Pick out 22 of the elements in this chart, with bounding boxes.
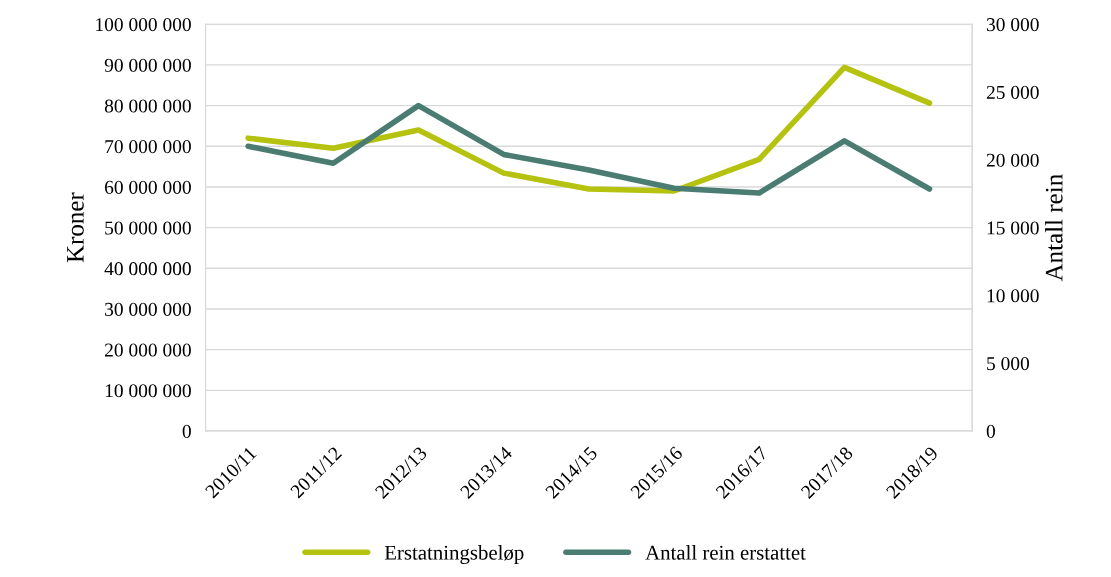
y2-tick-label: 0 <box>986 424 995 438</box>
y2-tick-label: 20 000 <box>986 153 1039 167</box>
legend-label: Erstatningsbeløp <box>384 545 524 565</box>
y-tick-label: 10 000 000 <box>105 384 191 398</box>
y-tick-label: 20 000 000 <box>105 343 191 357</box>
y-tick-label: 80 000 000 <box>104 99 191 113</box>
y-tick-label: 50 000 000 <box>105 221 191 235</box>
y-tick-label: 90 000 000 <box>104 58 191 72</box>
legend-label: Antall rein erstattet <box>645 545 806 560</box>
y2-tick-label: 15 000 <box>987 221 1039 235</box>
y-axis-title: Kroner <box>67 192 84 263</box>
y-tick-label: 100 000 000 <box>96 18 191 32</box>
y-tick-label: 30 000 000 <box>105 302 191 316</box>
y2-tick-label: 30 000 <box>986 18 1039 32</box>
y2-tick-label: 10 000 <box>987 289 1039 303</box>
y-tick-label: 40 000 000 <box>104 262 191 276</box>
y-tick-label: 0 <box>182 424 191 438</box>
y-tick-label: 70 000 000 <box>105 140 191 154</box>
y-tick-label: 60 000 000 <box>104 180 191 194</box>
y2-axis-title: Antall rein <box>1045 174 1063 282</box>
y2-tick-label: 5 000 <box>987 357 1030 371</box>
y2-tick-label: 25 000 <box>986 85 1039 99</box>
